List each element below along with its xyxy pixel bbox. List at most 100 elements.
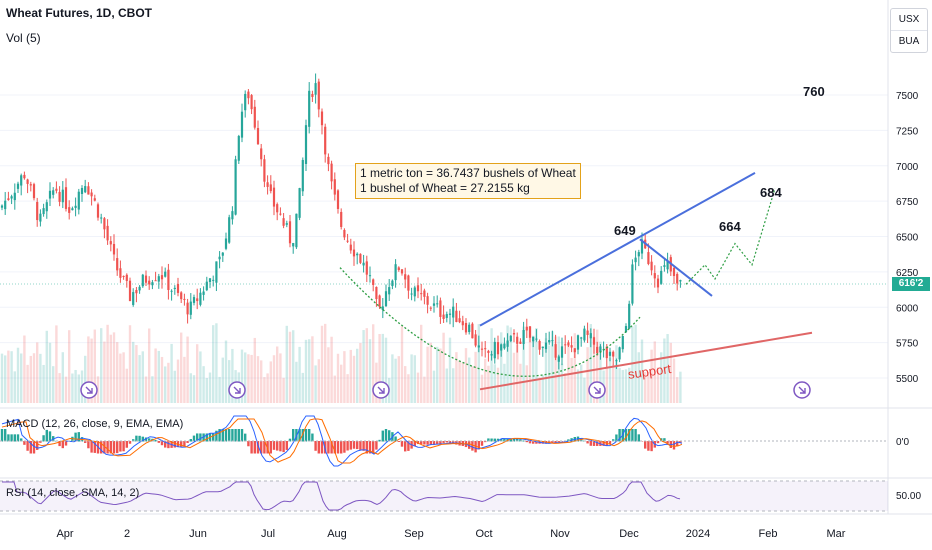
candle	[576, 335, 580, 350]
macd-histogram-bar	[468, 441, 471, 449]
candle	[538, 340, 541, 350]
macd-histogram-bar	[116, 441, 119, 454]
volume-bar	[154, 348, 157, 403]
candle	[180, 292, 183, 300]
volume-bar	[509, 327, 512, 403]
volume-bar	[119, 353, 122, 403]
macd-histogram-bar	[407, 441, 410, 451]
volume-bar	[605, 367, 608, 403]
candle	[391, 280, 394, 287]
macd-histogram-bar	[551, 441, 554, 444]
candle	[548, 340, 551, 343]
macd-histogram-bar	[64, 441, 68, 446]
macd-histogram-bar	[487, 438, 490, 442]
macd-histogram-bar	[20, 438, 23, 442]
currency-option-2[interactable]: BUA	[891, 30, 927, 52]
macd-histogram-bar	[308, 429, 311, 442]
volume-bar	[573, 333, 576, 403]
chart-title: Wheat Futures, 1D, CBOT	[6, 6, 153, 20]
volume-bar	[320, 325, 324, 403]
level-664-label: 664	[719, 219, 741, 234]
candle	[157, 276, 160, 282]
volume-bar	[349, 349, 352, 403]
candle	[183, 298, 186, 300]
volume-bar	[554, 336, 557, 403]
volume-bar	[471, 366, 474, 403]
macd-histogram-bar	[48, 431, 52, 442]
candle	[250, 95, 253, 110]
macd-histogram-bar	[381, 430, 384, 442]
volume-bar	[224, 340, 228, 403]
signal-line	[1, 418, 683, 464]
macd-histogram-bar	[349, 441, 352, 450]
currency-option-1[interactable]: USX	[898, 14, 920, 25]
macd-histogram-bar	[400, 441, 404, 447]
candle	[135, 290, 138, 294]
candle	[20, 175, 23, 186]
volume-bar	[52, 366, 55, 403]
candle	[7, 198, 10, 200]
macd-histogram-bar	[445, 441, 448, 443]
macd-histogram-bar	[269, 441, 272, 454]
volume-bar	[452, 368, 455, 403]
macd-histogram-bar	[330, 441, 333, 454]
projection-path	[685, 188, 776, 285]
volume-bar	[612, 364, 615, 403]
candle	[224, 238, 228, 249]
level-649-label: 649	[614, 223, 636, 238]
candle	[103, 218, 106, 230]
candle	[90, 192, 93, 197]
note-line-2: 1 bushel of Wheat = 27.2155 kg	[360, 181, 530, 195]
volume-bar	[464, 348, 468, 403]
volume-bar	[474, 351, 477, 403]
candle	[407, 275, 410, 291]
volume-bar	[653, 341, 656, 403]
currency-selector[interactable]: USX BUA	[890, 8, 928, 53]
volume-bar	[365, 328, 368, 403]
volume-bar	[378, 334, 381, 403]
macd-histogram-bar	[93, 441, 96, 453]
macd-histogram-bar	[87, 441, 90, 449]
macd-histogram-bar	[304, 429, 308, 442]
macd-histogram-bar	[167, 441, 170, 449]
macd-histogram-bar	[384, 429, 388, 442]
candle	[74, 205, 77, 208]
candle	[93, 198, 96, 201]
candle	[228, 217, 231, 243]
macd-histogram-bar	[4, 429, 7, 442]
time-axis-tick: 2	[124, 528, 130, 540]
volume-bar	[36, 342, 39, 403]
candle	[368, 275, 372, 277]
macd-histogram-bar	[448, 441, 452, 443]
candle	[208, 278, 212, 283]
time-axis-tick: Sep	[404, 528, 424, 540]
candle	[333, 179, 336, 195]
candle	[240, 111, 244, 138]
volume-bar	[221, 357, 224, 403]
macd-histogram-bar	[23, 441, 26, 445]
candle	[160, 275, 164, 280]
candle	[55, 188, 58, 191]
level-760-label: 760	[803, 84, 825, 99]
macd-histogram-bar	[596, 441, 599, 446]
macd-histogram-bar	[586, 441, 589, 444]
macd-histogram-bar	[618, 429, 621, 442]
event-marker-arrow	[377, 386, 385, 394]
candle	[439, 300, 442, 317]
candle	[647, 252, 650, 264]
candle	[560, 346, 564, 358]
macd-histogram-bar	[608, 441, 612, 445]
candle	[653, 273, 656, 279]
candle	[301, 159, 304, 192]
volume-bar	[253, 337, 256, 403]
macd-histogram-bar	[592, 441, 596, 446]
macd-histogram-bar	[58, 441, 61, 447]
candle	[416, 285, 420, 292]
volume-bar	[240, 349, 244, 403]
volume-bar	[669, 342, 672, 403]
volume-bar	[192, 375, 196, 403]
volume-bar	[173, 370, 176, 403]
candle	[77, 191, 80, 210]
macd-histogram-bar	[196, 433, 199, 442]
